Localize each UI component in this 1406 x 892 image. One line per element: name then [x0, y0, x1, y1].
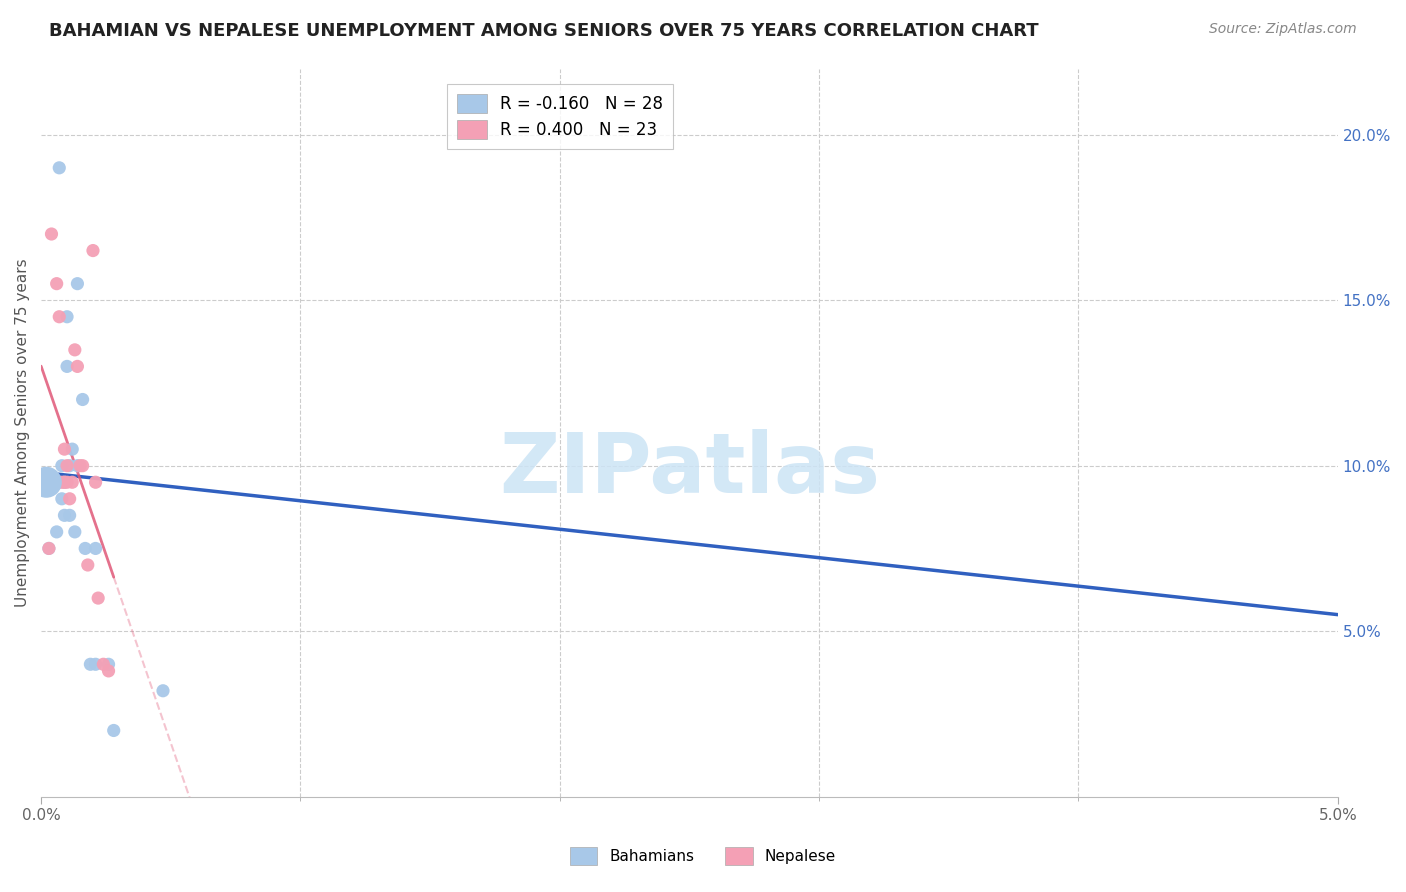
- Point: [60, 442, 83, 457]
- Point: [66, 359, 89, 374]
- Point: [87, 591, 110, 606]
- Point: [45, 475, 67, 490]
- Point: [69, 458, 91, 473]
- Point: [76, 558, 98, 572]
- Point: [41, 227, 63, 241]
- Point: [82, 244, 104, 258]
- Point: [56, 359, 79, 374]
- Text: BAHAMIAN VS NEPALESE UNEMPLOYMENT AMONG SENIORS OVER 75 YEARS CORRELATION CHART: BAHAMIAN VS NEPALESE UNEMPLOYMENT AMONG …: [49, 22, 1039, 40]
- Text: Source: ZipAtlas.com: Source: ZipAtlas.com: [1209, 22, 1357, 37]
- Point: [97, 657, 120, 672]
- Point: [63, 524, 86, 539]
- Point: [97, 664, 120, 678]
- Point: [38, 541, 60, 556]
- Y-axis label: Unemployment Among Seniors over 75 years: Unemployment Among Seniors over 75 years: [15, 259, 30, 607]
- Point: [79, 657, 101, 672]
- Point: [48, 310, 70, 324]
- Point: [35, 475, 58, 490]
- Point: [35, 475, 58, 490]
- Point: [53, 475, 76, 490]
- Point: [42, 475, 65, 490]
- Point: [45, 524, 67, 539]
- Point: [72, 392, 94, 407]
- Point: [51, 458, 73, 473]
- Point: [56, 475, 79, 490]
- Point: [93, 657, 115, 672]
- Point: [66, 458, 89, 473]
- Point: [59, 458, 82, 473]
- Point: [59, 491, 82, 506]
- Point: [60, 475, 83, 490]
- Point: [103, 723, 125, 738]
- Point: [51, 491, 73, 506]
- Point: [53, 442, 76, 457]
- Point: [53, 475, 76, 490]
- Point: [56, 458, 79, 473]
- Point: [84, 475, 107, 490]
- Point: [59, 508, 82, 523]
- Point: [84, 541, 107, 556]
- Point: [45, 277, 67, 291]
- Legend: R = -0.160   N = 28, R = 0.400   N = 23: R = -0.160 N = 28, R = 0.400 N = 23: [447, 84, 673, 149]
- Point: [84, 657, 107, 672]
- Point: [63, 343, 86, 357]
- Point: [75, 541, 97, 556]
- Point: [51, 475, 73, 490]
- Text: ZIPatlas: ZIPatlas: [499, 428, 880, 509]
- Point: [38, 541, 60, 556]
- Point: [48, 475, 70, 490]
- Legend: Bahamians, Nepalese: Bahamians, Nepalese: [564, 841, 842, 871]
- Point: [72, 458, 94, 473]
- Point: [56, 310, 79, 324]
- Point: [42, 475, 65, 490]
- Point: [53, 508, 76, 523]
- Point: [66, 277, 89, 291]
- Point: [48, 161, 70, 175]
- Point: [41, 475, 63, 490]
- Point: [35, 475, 58, 490]
- Point: [152, 683, 174, 698]
